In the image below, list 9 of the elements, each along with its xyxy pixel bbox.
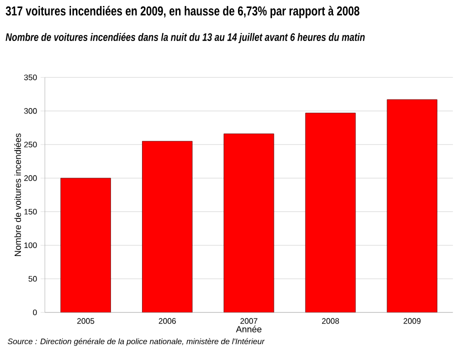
bar <box>305 112 356 312</box>
chart-title: 317 voitures incendiées en 2009, en hausse de 6,73% par rapport à 2008 <box>6 6 360 18</box>
bar <box>224 134 274 312</box>
bar <box>60 178 111 312</box>
chart-subtitle: Nombre de voitures incendiées dans la nuit du 13 au 14 juillet avant 6 heures du matin <box>6 32 365 44</box>
y-axis-title: Nombre de voitures incendiées <box>14 133 21 256</box>
bar <box>142 140 192 312</box>
bar <box>386 99 438 312</box>
x-axis-title: Année <box>236 326 262 332</box>
